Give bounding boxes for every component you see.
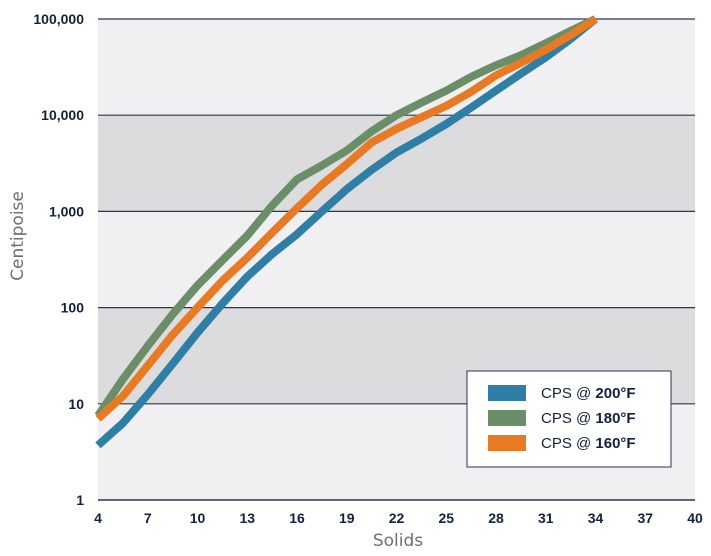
x-tick-label: 4 bbox=[94, 510, 102, 526]
x-tick-label: 34 bbox=[588, 510, 604, 526]
y-tick-label: 1,000 bbox=[49, 203, 84, 219]
band-0 bbox=[98, 19, 695, 116]
y-tick-label: 100,000 bbox=[33, 11, 84, 27]
legend-label-1: CPS @ 180°F bbox=[541, 410, 636, 427]
x-tick-label: 22 bbox=[389, 510, 405, 526]
x-tick-label: 25 bbox=[438, 510, 454, 526]
x-tick-label: 40 bbox=[687, 510, 703, 526]
x-tick-label: 28 bbox=[488, 510, 504, 526]
x-axis-ticks: 4 7 10 13 16 19 22 25 28 31 34 37 40 bbox=[94, 510, 703, 526]
background-bands bbox=[98, 19, 695, 500]
x-tick-label: 13 bbox=[239, 510, 255, 526]
y-axis-label: Centipoise bbox=[8, 191, 28, 281]
x-tick-label: 31 bbox=[538, 510, 554, 526]
y-axis-ticks: 1 10 100 1,000 10,000 100,000 bbox=[33, 11, 84, 508]
x-tick-label: 37 bbox=[637, 510, 653, 526]
legend-swatch-2 bbox=[488, 435, 526, 451]
series-line-0 bbox=[95, 15, 599, 449]
series-line-1 bbox=[94, 15, 598, 419]
x-axis-label: Solids bbox=[373, 531, 423, 551]
legend: CPS @ 200°F CPS @ 180°F CPS @ 160°F bbox=[466, 370, 672, 468]
x-tick-label: 10 bbox=[190, 510, 206, 526]
x-tick-label: 16 bbox=[289, 510, 305, 526]
legend-swatch-0 bbox=[488, 385, 526, 401]
legend-swatch-1 bbox=[488, 410, 526, 426]
legend-label-2: CPS @ 160°F bbox=[541, 435, 636, 452]
series-lines bbox=[94, 15, 599, 449]
x-tick-label: 7 bbox=[144, 510, 152, 526]
y-tick-label: 10 bbox=[68, 396, 84, 412]
legend-label-0: CPS @ 200°F bbox=[541, 385, 636, 402]
y-tick-label: 10,000 bbox=[41, 107, 84, 123]
band-2 bbox=[98, 211, 695, 308]
y-tick-label: 100 bbox=[61, 300, 85, 316]
series-line-2 bbox=[95, 15, 598, 422]
y-tick-label: 1 bbox=[76, 492, 84, 508]
x-tick-label: 19 bbox=[339, 510, 355, 526]
